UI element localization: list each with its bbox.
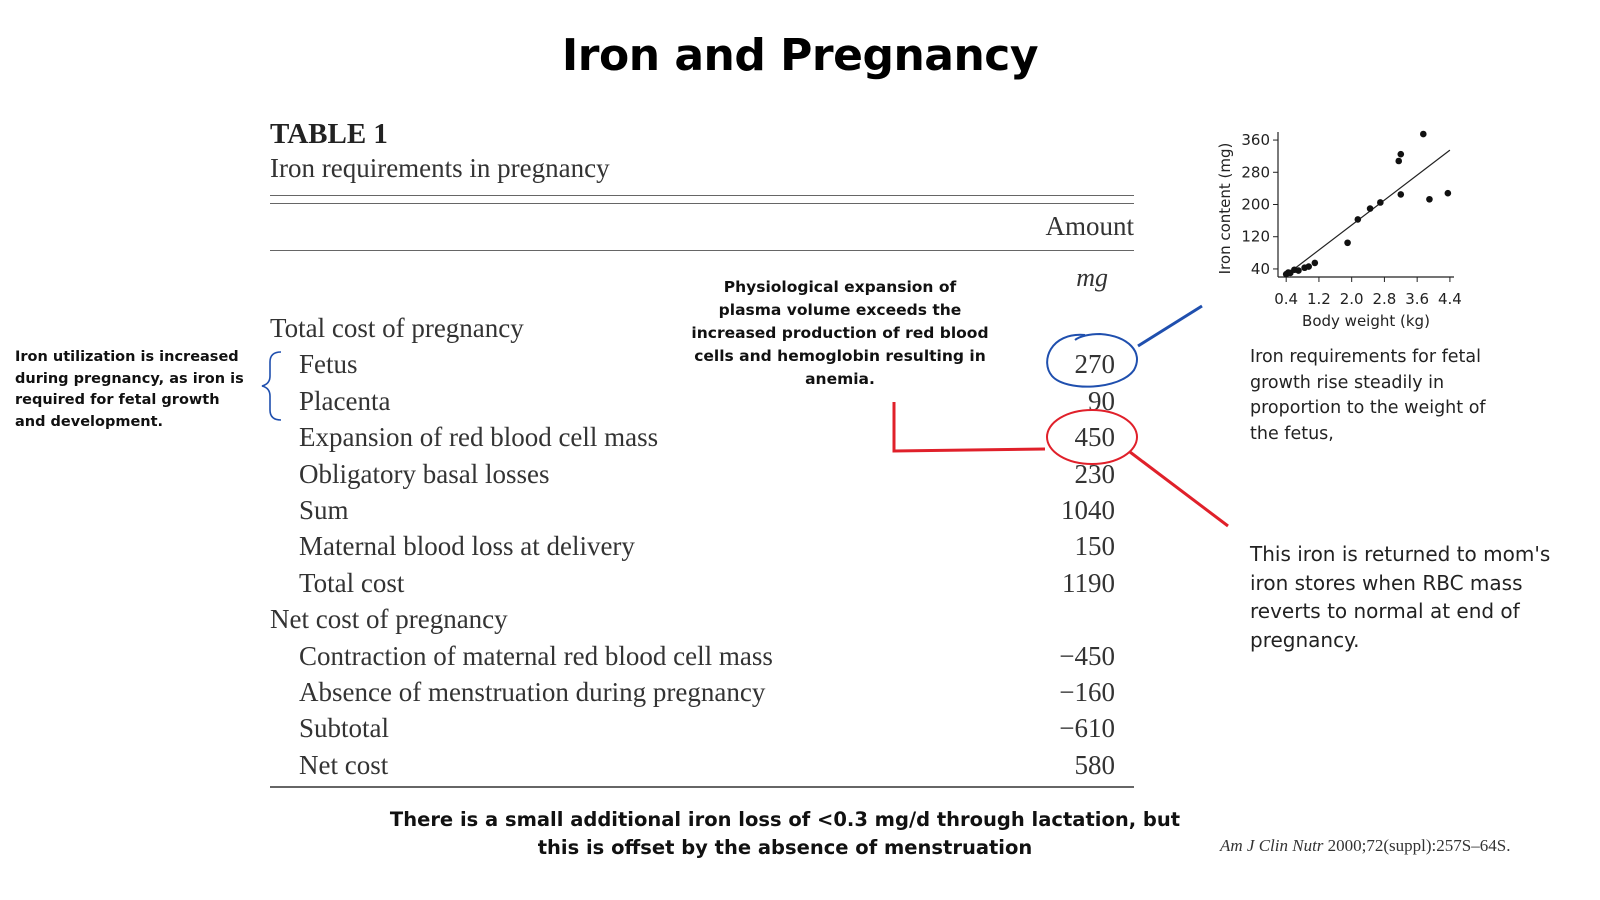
row-label: Contraction of maternal red blood cell m… xyxy=(299,640,773,671)
table-row: Total cost of pregnancy xyxy=(270,311,1115,345)
note-iron-utilization: Iron utilization is increased during pre… xyxy=(15,349,244,430)
note-plasma-expansion: Physiological expansion of plasma volume… xyxy=(691,278,989,388)
x-axis-label: Body weight (kg) xyxy=(1302,312,1430,330)
y-tick-label: 40 xyxy=(1251,260,1270,278)
row-value: 150 xyxy=(1074,531,1116,562)
table-row: Total cost 1190 xyxy=(270,566,1115,600)
row-value: 1190 xyxy=(1062,567,1115,598)
row-label: Fetus xyxy=(299,349,358,380)
column-header-amount: Amount xyxy=(1045,211,1134,241)
table-label: TABLE 1 xyxy=(270,118,388,150)
table-top-rule-a xyxy=(270,195,1134,196)
red-bracket-line xyxy=(892,402,1046,453)
table-row: Net cost of pregnancy xyxy=(270,602,1115,636)
data-point xyxy=(1377,199,1384,206)
note-iron-returned: This iron is returned to mom's iron stor… xyxy=(1250,542,1551,652)
data-point xyxy=(1395,157,1403,165)
row-label: Placenta xyxy=(299,385,391,416)
row-value: −160 xyxy=(1059,677,1115,707)
x-tick-label: 1.2 xyxy=(1307,290,1331,308)
row-label: Net cost xyxy=(299,749,389,780)
table-row: Obligatory basal losses 230 xyxy=(270,457,1115,491)
row-label: Maternal blood loss at delivery xyxy=(299,531,635,562)
table-row: Absence of menstruation during pregnancy… xyxy=(270,675,1115,709)
y-tick-label: 200 xyxy=(1241,196,1270,214)
table-row: Sum 1040 xyxy=(270,493,1115,527)
row-label: Total cost xyxy=(299,567,405,598)
x-tick-label: 0.4 xyxy=(1274,290,1298,308)
table-row: Net cost 580 xyxy=(270,748,1115,782)
row-label: Obligatory basal losses xyxy=(299,458,550,489)
data-point xyxy=(1426,195,1433,203)
data-point xyxy=(1295,267,1302,274)
iron-requirements-table: TABLE 1 Iron requirements in pregnancy xyxy=(270,118,1132,184)
citation: Am J Clin Nutr 2000;72(suppl):257S–64S. xyxy=(1220,836,1510,856)
note-lactation: There is a small additional iron loss of… xyxy=(389,808,1181,859)
page-title: Iron and Pregnancy xyxy=(561,30,1039,81)
row-value: 1040 xyxy=(1061,495,1115,525)
row-label: Net cost of pregnancy xyxy=(270,604,508,635)
data-point xyxy=(1311,259,1319,267)
row-label: Subtotal xyxy=(299,713,390,744)
y-tick-label: 360 xyxy=(1241,131,1270,149)
x-tick-label: 2.8 xyxy=(1372,290,1396,308)
data-point xyxy=(1354,216,1362,223)
row-label: Total cost of pregnancy xyxy=(270,313,524,343)
table-row: Subtotal −610 xyxy=(270,711,1115,745)
table-bottom-rule xyxy=(270,786,1134,788)
y-tick-label: 120 xyxy=(1241,228,1270,246)
data-point xyxy=(1305,263,1312,270)
table-row: Contraction of maternal red blood cell m… xyxy=(270,639,1115,673)
citation-journal: Am J Clin Nutr xyxy=(1220,836,1324,855)
row-value: 270 xyxy=(1074,349,1116,380)
y-axis-label: Iron content (mg) xyxy=(1216,143,1234,275)
blue-brace xyxy=(261,351,282,421)
x-tick-label: 4.4 xyxy=(1438,290,1462,308)
blue-circle xyxy=(1046,332,1138,388)
note-fetal-growth: Iron requirements for fetal growth rise … xyxy=(1250,347,1486,444)
data-point xyxy=(1397,150,1405,158)
row-value: −450 xyxy=(1059,640,1115,671)
trendline xyxy=(1285,149,1451,276)
row-label: Expansion of red blood cell mass xyxy=(299,422,659,453)
data-point xyxy=(1366,205,1374,212)
data-point xyxy=(1420,130,1427,138)
data-point xyxy=(1344,239,1351,247)
table-caption: Iron requirements in pregnancy xyxy=(270,153,610,183)
blue-pointer-line xyxy=(1137,304,1203,348)
row-label: Absence of menstruation during pregnancy xyxy=(299,677,766,707)
data-point xyxy=(1444,189,1452,197)
row-value: 580 xyxy=(1074,749,1116,780)
red-pointer-line xyxy=(1129,450,1229,528)
x-tick-label: 3.6 xyxy=(1405,290,1429,308)
table-row: Fetus 270 xyxy=(270,347,1115,381)
red-circle xyxy=(1046,409,1138,465)
y-tick-label: 280 xyxy=(1241,163,1270,181)
row-value: −610 xyxy=(1059,713,1115,744)
row-label: Sum xyxy=(299,495,349,525)
table-header-rule xyxy=(270,250,1134,251)
table-top-rule-b xyxy=(270,203,1134,204)
row-value: 450 xyxy=(1074,422,1116,453)
column-unit: mg xyxy=(1076,263,1108,292)
table-row: Maternal blood loss at delivery 150 xyxy=(270,529,1115,563)
table-row: Expansion of red blood cell mass 450 xyxy=(270,420,1115,454)
data-point xyxy=(1397,191,1405,198)
citation-details: 2000;72(suppl):257S–64S. xyxy=(1323,836,1511,855)
x-tick-label: 2.0 xyxy=(1340,290,1364,308)
